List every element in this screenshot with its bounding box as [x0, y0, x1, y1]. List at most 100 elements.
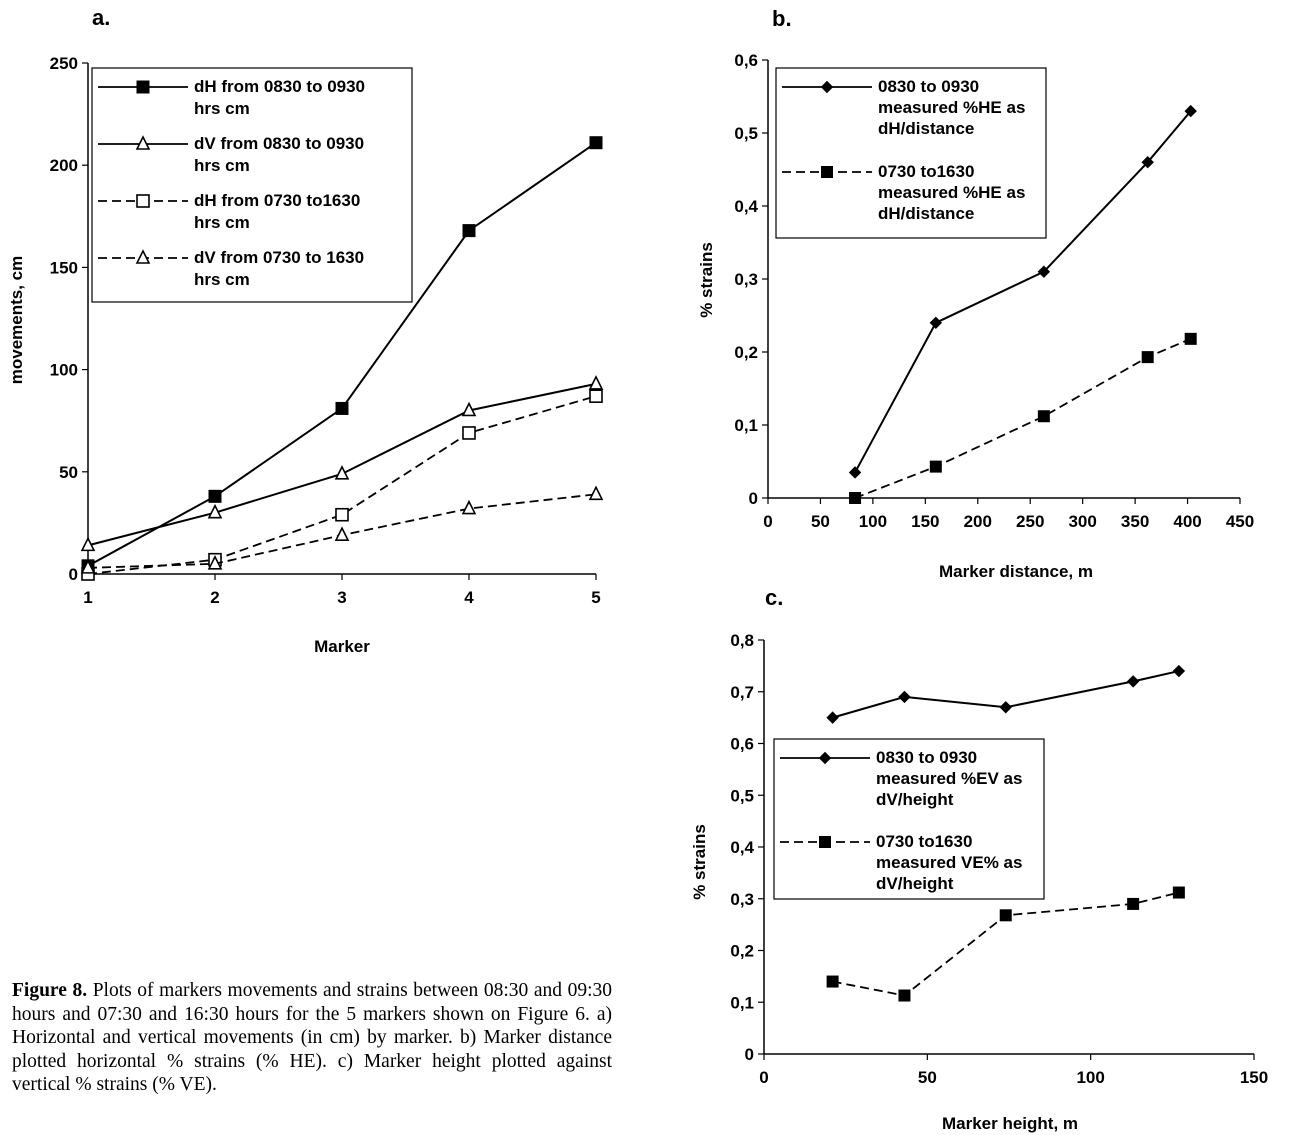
- data-point: [826, 711, 839, 724]
- legend-marker: [135, 135, 151, 150]
- series-1: [848, 104, 1197, 479]
- y-axis-label: % strains: [690, 824, 709, 900]
- legend-box: [775, 67, 1047, 239]
- data-point: [1127, 897, 1140, 910]
- data-point: [462, 224, 476, 238]
- y-tick-label: 50: [59, 463, 78, 482]
- y-tick-label: 200: [50, 156, 78, 175]
- series-4: [80, 485, 604, 574]
- x-tick-label: 200: [964, 512, 992, 531]
- x-axis-label: Marker distance, m: [939, 562, 1093, 581]
- series-line: [832, 891, 1180, 997]
- legend-marker: [136, 194, 150, 208]
- legend-label: hrs cm: [194, 270, 250, 289]
- x-tick-label: 50: [811, 512, 830, 531]
- y-tick-label: 0: [749, 489, 758, 508]
- y-tick-label: 0,6: [730, 735, 754, 754]
- legend-label: measured VE% as: [876, 853, 1022, 872]
- y-tick-label: 150: [50, 258, 78, 277]
- legend-label: dH/distance: [878, 119, 974, 138]
- y-tick-label: 0,1: [730, 993, 754, 1012]
- legend-label: dV from 0830 to 0930: [194, 134, 364, 153]
- data-point: [80, 559, 96, 574]
- data-point: [1037, 265, 1051, 278]
- y-tick-label: 0,4: [730, 838, 754, 857]
- legend: 0830 to 0930 measured %HE as dH/distance 07…: [775, 67, 1047, 239]
- legend-label: measured %EV as: [876, 769, 1022, 788]
- legend: 0830 to 0930 measured %EV as dV/height 0730…: [773, 738, 1045, 900]
- legend-label: dV from 0730 to 1630: [194, 248, 364, 267]
- y-tick-label: 250: [50, 54, 78, 73]
- data-point: [898, 690, 911, 704]
- x-tick-label: 100: [1076, 1068, 1104, 1087]
- chart-title: c.: [765, 585, 783, 610]
- caption-label: Figure 8.: [12, 980, 88, 1001]
- legend-box: [773, 738, 1045, 900]
- y-tick-label: 0: [69, 565, 78, 584]
- data-point: [334, 465, 350, 480]
- x-tick-label: 150: [911, 512, 939, 531]
- chart-c-vertical-strains: c. 0 50 100 150 0 0,1 0,2 0,3 0,4 0,5 0,6 0,7 0,8 Mark…: [690, 585, 1268, 1133]
- y-tick-label: 0: [745, 1045, 754, 1064]
- y-axis-label: movements, cm: [7, 256, 26, 385]
- y-tick-label: 0,1: [734, 416, 758, 435]
- x-tick-label: 5: [591, 588, 600, 607]
- series-2: [826, 886, 1185, 1002]
- legend-label: dH/distance: [878, 204, 974, 223]
- caption-text: Plots of markers movements and strains b…: [12, 980, 612, 1095]
- legend-label: 0730 to1630: [878, 162, 974, 181]
- data-point: [335, 401, 349, 415]
- x-tick-label: 1: [83, 588, 92, 607]
- data-point: [335, 507, 349, 522]
- x-tick-label: 100: [859, 512, 887, 531]
- series-1: [81, 136, 603, 573]
- data-point: [849, 492, 862, 504]
- legend-marker: [820, 80, 834, 94]
- series-2: [849, 332, 1197, 504]
- x-axis-label: Marker: [314, 637, 370, 656]
- x-tick-label: 300: [1068, 512, 1096, 531]
- legend-label: hrs cm: [194, 99, 250, 118]
- data-point: [207, 503, 223, 519]
- y-tick-label: 0,2: [730, 942, 754, 961]
- legend-label: hrs cm: [194, 213, 250, 232]
- legend-marker: [136, 80, 150, 94]
- data-point: [589, 389, 603, 403]
- legend-label: 0730 to1630: [876, 832, 972, 851]
- data-point: [1126, 675, 1140, 688]
- data-point: [588, 485, 604, 501]
- legend-label: measured %HE as: [878, 98, 1025, 117]
- legend: dH from 0830 to 0930 hrs cm dV from 0830 t…: [91, 67, 413, 303]
- x-tick-label: 350: [1121, 512, 1149, 531]
- x-tick-label: 4: [464, 588, 474, 607]
- data-point: [999, 909, 1012, 922]
- legend-marker: [135, 249, 151, 264]
- y-tick-label: 0,5: [730, 786, 754, 805]
- x-tick-label: 400: [1173, 512, 1201, 531]
- x-tick-label: 150: [1240, 1068, 1268, 1087]
- data-point: [1184, 332, 1197, 345]
- series-line: [854, 338, 1192, 499]
- x-tick-label: 0: [759, 1068, 768, 1087]
- data-point: [461, 499, 477, 515]
- legend-marker: [819, 836, 831, 848]
- series-1: [826, 664, 1186, 724]
- series-2: [80, 375, 604, 552]
- data-point: [1037, 410, 1050, 423]
- x-tick-label: 0: [763, 512, 772, 531]
- data-point: [1184, 104, 1197, 118]
- chart-title: a.: [92, 5, 110, 30]
- data-point: [826, 975, 839, 988]
- legend-marker: [821, 166, 833, 178]
- series-3: [81, 389, 603, 581]
- legend-label: dV/height: [876, 790, 954, 809]
- chart-title: b.: [772, 6, 792, 31]
- data-point: [208, 489, 222, 503]
- x-tick-label: 250: [1016, 512, 1044, 531]
- data-point: [1172, 664, 1186, 678]
- data-point: [929, 460, 942, 473]
- y-tick-label: 0,5: [734, 124, 758, 143]
- data-point: [898, 989, 911, 1002]
- y-tick-label: 0,3: [734, 270, 758, 289]
